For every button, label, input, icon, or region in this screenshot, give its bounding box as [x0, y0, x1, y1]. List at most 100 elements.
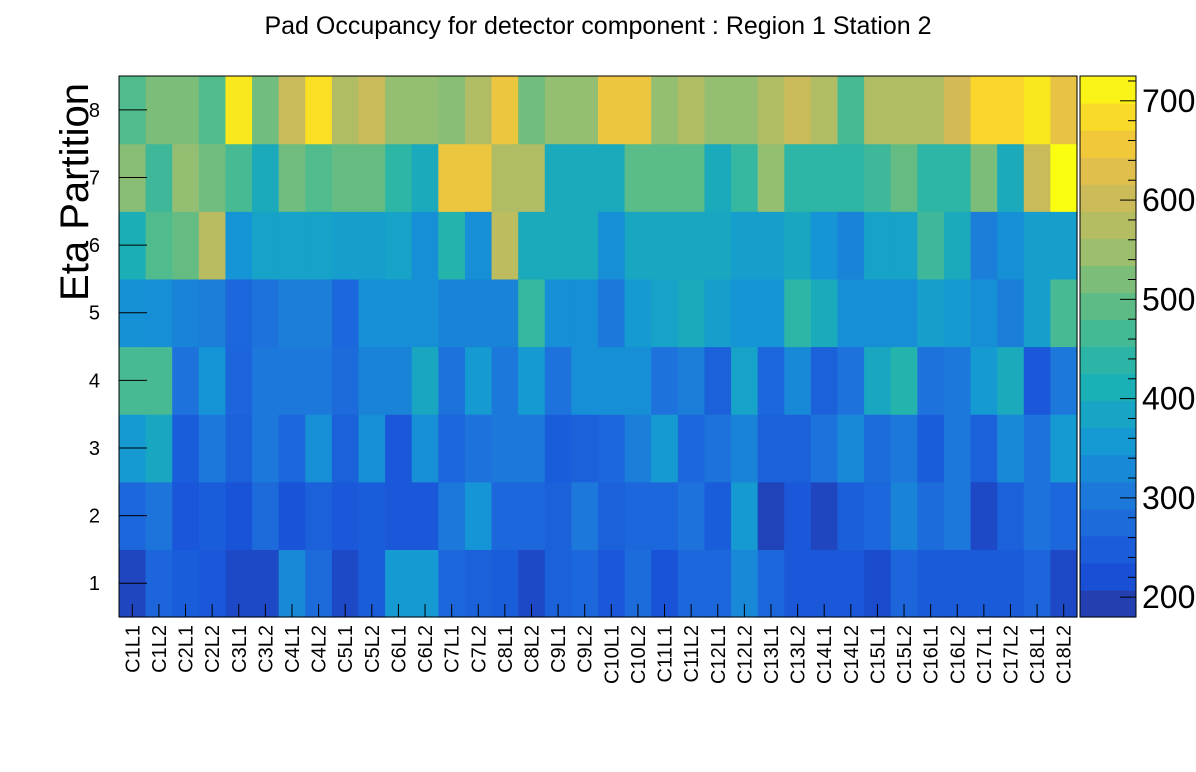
- heatmap-cell: [518, 278, 546, 348]
- heatmap-cell: [890, 481, 918, 550]
- heatmap-cell: [411, 211, 439, 280]
- heatmap-cell: [1023, 278, 1051, 348]
- heatmap-cell: [810, 481, 839, 550]
- heatmap-cell: [331, 143, 360, 212]
- colorbar-band: [1080, 76, 1136, 104]
- heatmap-cell: [145, 143, 173, 212]
- heatmap-cell: [837, 76, 865, 145]
- heatmap-cell: [491, 346, 519, 415]
- heatmap-cell: [385, 143, 413, 212]
- colorbar-band: [1080, 184, 1136, 212]
- heatmap-cell: [784, 346, 812, 415]
- y-tick-label: 4: [89, 370, 100, 392]
- colorbar-tick-label: 200: [1142, 579, 1195, 615]
- heatmap-cell: [411, 346, 439, 415]
- heatmap-cell: [651, 211, 679, 280]
- heatmap-cell: [1050, 211, 1078, 280]
- colorbar-band: [1080, 508, 1136, 537]
- heatmap-cell: [1050, 414, 1078, 483]
- heatmap-cell: [917, 481, 945, 550]
- heatmap-cell: [385, 76, 413, 145]
- heatmap-cell: [464, 278, 493, 348]
- heatmap-cell: [438, 278, 466, 348]
- heatmap-cell: [331, 346, 360, 415]
- heatmap-cell: [358, 346, 386, 415]
- heatmap-cell: [145, 211, 173, 280]
- heatmap-cell: [757, 211, 785, 280]
- heatmap-cell: [331, 481, 360, 550]
- heatmap-cell: [464, 143, 493, 212]
- heatmap-cell: [331, 278, 360, 348]
- heatmap-cell: [252, 414, 280, 483]
- x-tick-label: C2L1: [176, 625, 198, 673]
- heatmap-cell: [225, 143, 253, 212]
- heatmap-cell: [864, 481, 892, 550]
- heatmap-cell: [571, 414, 599, 483]
- heatmap-cell: [464, 346, 493, 415]
- heatmap-cell: [225, 278, 253, 348]
- colorbar-band: [1080, 481, 1136, 510]
- heatmap-cell: [1023, 76, 1051, 145]
- heatmap-cell: [491, 278, 519, 348]
- colorbar-band: [1080, 211, 1136, 239]
- heatmap-cell: [172, 346, 200, 415]
- heatmap-cell: [890, 143, 918, 212]
- heatmap-cell: [598, 143, 626, 212]
- heatmap-cell: [305, 414, 333, 483]
- heatmap-cell: [411, 278, 439, 348]
- heatmap-cell: [731, 481, 759, 550]
- heatmap-cell: [731, 414, 759, 483]
- heatmap-cell: [598, 481, 626, 550]
- heatmap-cell: [731, 143, 759, 212]
- x-tick-label: C12L1: [708, 625, 730, 684]
- heatmap-cell: [518, 481, 546, 550]
- heatmap-cell: [438, 414, 466, 483]
- heatmap-cell: [1050, 278, 1078, 348]
- x-tick-label: C1L1: [122, 625, 144, 673]
- colorbar-band: [1080, 400, 1136, 429]
- heatmap-cell: [544, 414, 572, 483]
- x-tick-label: C13L1: [761, 625, 783, 684]
- colorbar-band: [1080, 157, 1136, 185]
- heatmap-cell: [784, 143, 812, 212]
- heatmap-cell: [252, 211, 280, 280]
- x-tick-label: C6L1: [388, 625, 410, 673]
- heatmap-cell: [731, 346, 759, 415]
- heatmap-cell: [464, 211, 493, 280]
- x-axis: C1L1 C1L2 C2L1 C2L2 C3L1 C3L2 C4L1 C4L2 C5L1 C5L2…: [122, 604, 1076, 684]
- heatmap-cell: [464, 76, 493, 145]
- heatmap-cell: [997, 414, 1025, 483]
- heatmap-cell: [438, 143, 466, 212]
- x-tick-label: C9L1: [548, 625, 570, 673]
- heatmap-cell: [917, 346, 945, 415]
- heatmap-cell: [651, 143, 679, 212]
- heatmap-cell: [172, 76, 200, 145]
- x-tick-label: C17L1: [974, 625, 996, 684]
- color-scale-bar: 200 300 400 500 600 700: [1079, 75, 1195, 618]
- heatmap-cell: [358, 481, 386, 550]
- heatmap-cell: [837, 278, 865, 348]
- heatmap-cell: [598, 278, 626, 348]
- heatmap-cell: [651, 346, 679, 415]
- x-tick-label: C15L2: [894, 625, 916, 684]
- heatmap-cell: [784, 278, 812, 348]
- heatmap-cell: [172, 211, 200, 280]
- heatmap-cell: [438, 346, 466, 415]
- heatmap-cell: [810, 346, 839, 415]
- heatmap-cell: [651, 481, 679, 550]
- heatmap-cell: [890, 211, 918, 280]
- heatmap-cell: [544, 278, 572, 348]
- heatmap-cell: [571, 143, 599, 212]
- heatmap-cell: [1050, 76, 1078, 145]
- heatmap-cell: [890, 278, 918, 348]
- x-tick-label: C3L1: [229, 625, 251, 673]
- heatmap-cell: [571, 346, 599, 415]
- heatmap-cell: [810, 143, 839, 212]
- heatmap-cell: [837, 346, 865, 415]
- heatmap-cell: [491, 143, 519, 212]
- y-axis-label: Eta Partition: [53, 83, 97, 301]
- heatmap-cell: [864, 211, 892, 280]
- heatmap-cell: [252, 481, 280, 550]
- heatmap-cell: [305, 76, 333, 145]
- colorbar-tick-label: 500: [1142, 281, 1195, 317]
